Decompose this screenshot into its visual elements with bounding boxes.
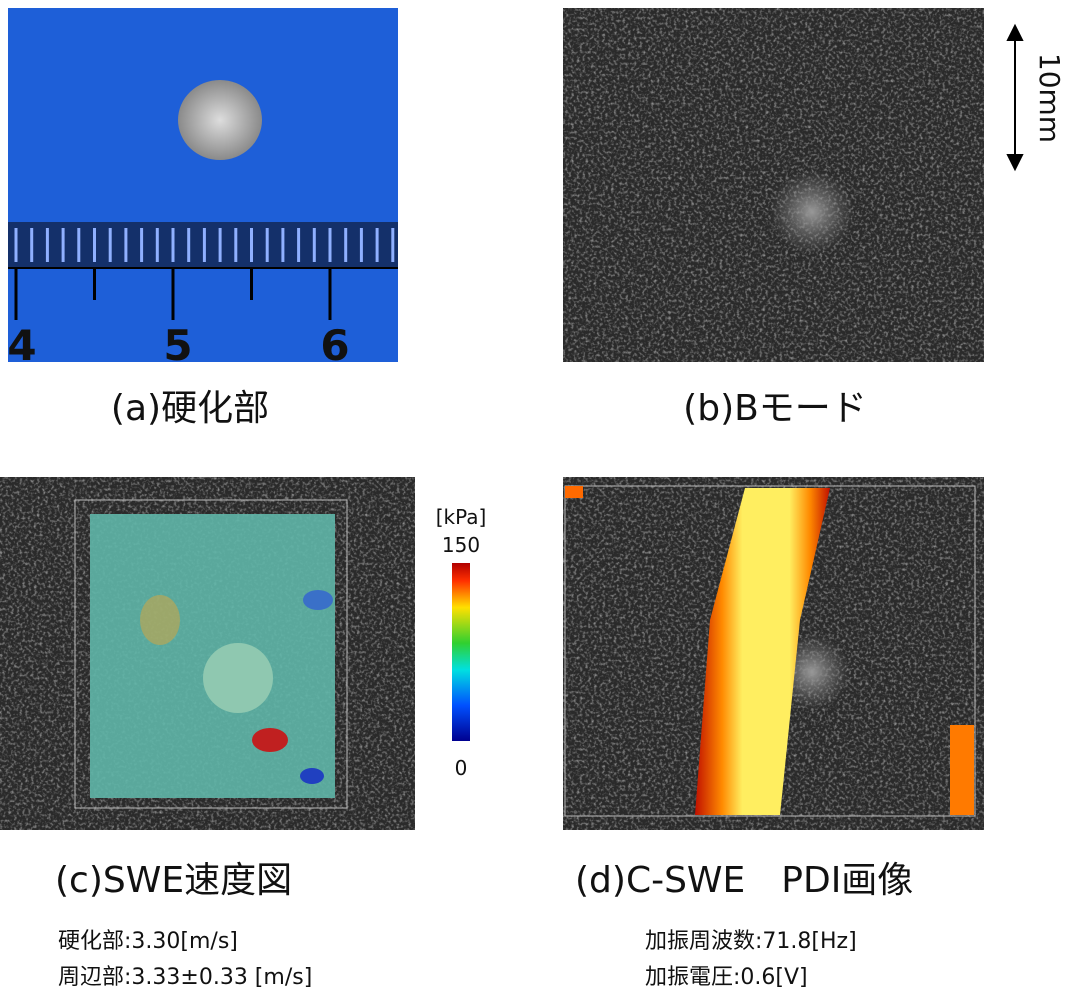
note: 加振電圧:0.6[V] — [645, 965, 808, 990]
note: 硬化部:3.30[m/s] — [58, 929, 238, 954]
caption: (a)硬化部 — [111, 388, 269, 429]
ruler-label: 4 — [7, 321, 36, 370]
scale-label: 10mm — [1033, 53, 1066, 143]
photo-a — [8, 8, 398, 362]
caption: (b)Bモード — [683, 388, 867, 429]
colorbar — [452, 563, 470, 741]
figure-svg: 4 5 6 10mm [kPa] 150 0 (a)硬化部 ( — [0, 0, 1069, 997]
ruler-label: 6 — [320, 321, 349, 370]
pdi-image — [563, 477, 984, 830]
swe-image — [0, 477, 415, 830]
note: 周辺部:3.33±0.33 [m/s] — [58, 965, 312, 990]
ruler-label: 5 — [163, 321, 192, 370]
caption: (d)C-SWE PDI画像 — [575, 860, 913, 901]
colorbar-unit: [kPa] — [436, 505, 487, 529]
bmode-image — [563, 8, 984, 362]
scale-arrow — [1008, 26, 1022, 169]
figure: 4 5 6 10mm [kPa] 150 0 (a)硬化部 ( — [0, 0, 1069, 997]
colorbar-min: 0 — [455, 756, 468, 780]
colorbar-max: 150 — [442, 533, 480, 557]
caption: (c)SWE速度図 — [55, 860, 292, 901]
note: 加振周波数:71.8[Hz] — [645, 929, 857, 954]
